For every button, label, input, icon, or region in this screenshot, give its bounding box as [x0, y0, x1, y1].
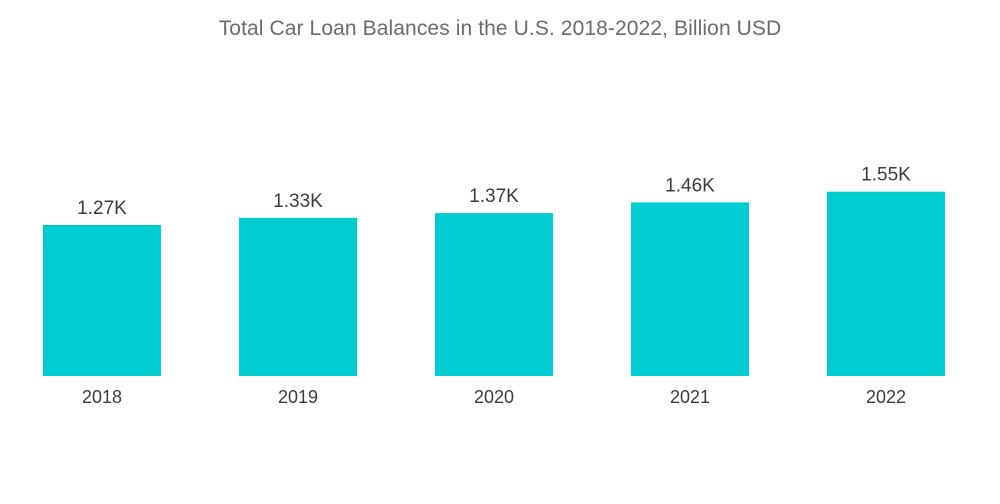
x-tick-label-2018: 2018: [82, 387, 122, 407]
bar-2022: [827, 191, 945, 376]
data-label-2019: 1.33K: [273, 191, 323, 212]
bar-2018: [43, 225, 161, 376]
x-tick-label-2022: 2022: [866, 387, 906, 407]
chart-title: Total Car Loan Balances in the U.S. 2018…: [218, 17, 782, 40]
data-label-2022: 1.55K: [861, 165, 911, 186]
x-tick-label-2021: 2021: [670, 387, 710, 407]
bar-2019: [239, 217, 357, 376]
x-tick-label-2020: 2020: [474, 387, 514, 407]
data-label-2018: 1.27K: [77, 198, 127, 219]
bar-2020: [435, 213, 553, 376]
x-tick-label-2019: 2019: [278, 387, 318, 407]
data-label-2021: 1.46K: [665, 175, 715, 196]
bar-2021: [631, 202, 749, 376]
data-label-2020: 1.37K: [469, 186, 519, 207]
x-axis-tick-labels: 2018 2019 2020 2021 2022: [82, 387, 906, 407]
bars-group: [43, 191, 945, 376]
value-labels-group: 1.27K 1.33K 1.37K 1.46K 1.55K: [77, 165, 911, 219]
